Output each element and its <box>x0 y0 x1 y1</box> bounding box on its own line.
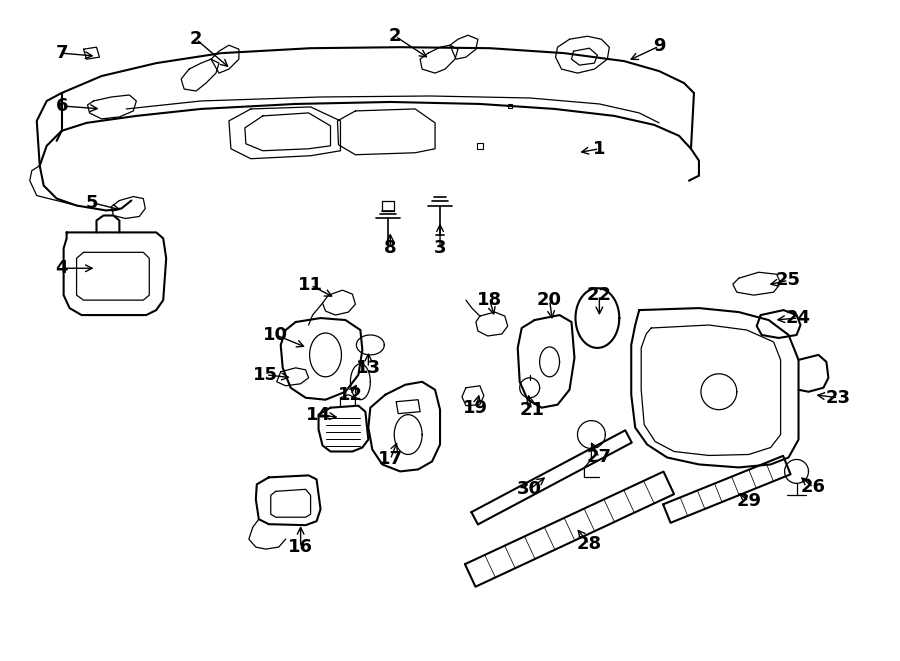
Text: 20: 20 <box>537 291 562 309</box>
Text: 14: 14 <box>306 406 331 424</box>
Text: 8: 8 <box>384 239 397 257</box>
Text: 27: 27 <box>587 448 612 467</box>
Text: 16: 16 <box>288 538 313 556</box>
Text: 5: 5 <box>86 194 98 212</box>
Text: 11: 11 <box>298 276 323 294</box>
Text: 28: 28 <box>577 535 602 553</box>
Text: 17: 17 <box>378 450 403 469</box>
Text: 21: 21 <box>519 401 544 418</box>
Text: 23: 23 <box>826 389 850 407</box>
Text: 1: 1 <box>593 139 606 158</box>
Text: 9: 9 <box>652 37 665 56</box>
Text: 6: 6 <box>56 97 68 115</box>
Text: 24: 24 <box>786 309 811 327</box>
Text: 19: 19 <box>464 399 489 416</box>
Text: 2: 2 <box>190 30 203 48</box>
Text: 25: 25 <box>776 271 801 290</box>
Text: 18: 18 <box>477 291 502 309</box>
Text: 26: 26 <box>801 479 826 496</box>
Text: 22: 22 <box>587 286 612 304</box>
Text: 7: 7 <box>56 44 68 62</box>
Text: 3: 3 <box>434 239 446 257</box>
Text: 10: 10 <box>263 326 288 344</box>
Text: 12: 12 <box>338 386 363 404</box>
Text: 30: 30 <box>518 481 542 498</box>
Text: 2: 2 <box>389 27 401 45</box>
Text: 29: 29 <box>736 492 761 510</box>
Text: 13: 13 <box>356 359 381 377</box>
Text: 4: 4 <box>56 259 68 277</box>
Text: 15: 15 <box>253 366 278 384</box>
